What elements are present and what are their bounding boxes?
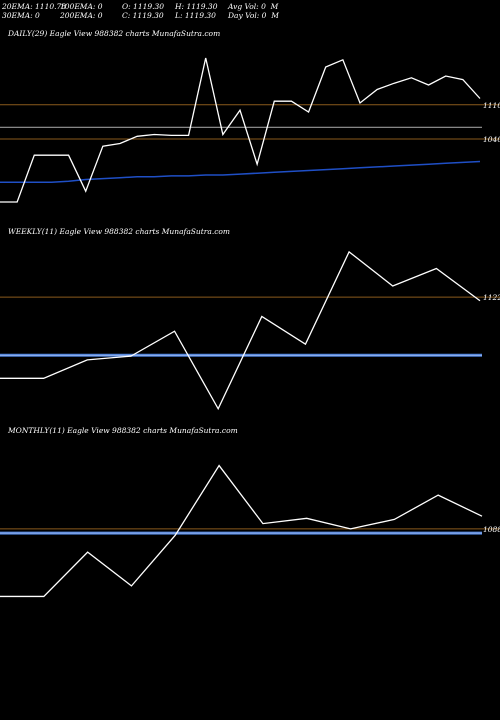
daily-panel-label: DAILY(29) Eagle View 988382 charts Munaf…: [8, 29, 221, 38]
daily-level-label: 1040: [483, 135, 500, 144]
daily-price-line: [0, 57, 481, 203]
header-ema200: 200EMA: 0: [60, 11, 103, 20]
header-avgvol: Avg Vol: 0 M: [228, 2, 279, 11]
header-high: H: 1119.30: [175, 2, 218, 11]
daily-ema-line: [0, 160, 481, 183]
header-ema20: 20EMA: 1110.78: [2, 2, 67, 11]
monthly-level-label: 1088: [483, 525, 500, 534]
header-dayvol: Day Vol: 0 M: [228, 11, 279, 20]
header-open: O: 1119.30: [122, 2, 165, 11]
daily-level-label: 1110: [483, 101, 500, 110]
header-close: C: 1119.30: [122, 11, 164, 20]
weekly-price-line: [0, 250, 481, 411]
weekly-panel-label: WEEKLY(11) Eagle View 988382 charts Muna…: [8, 227, 231, 236]
header-low: L: 1119.30: [175, 11, 216, 20]
header-ema30: 30EMA: 0: [2, 11, 40, 20]
header-ema100: 100EMA: 0: [60, 2, 103, 11]
weekly-level-label: 1122: [483, 293, 500, 302]
monthly-panel-label: MONTHLY(11) Eagle View 988382 charts Mun…: [8, 426, 238, 435]
monthly-price-line: [0, 464, 483, 598]
